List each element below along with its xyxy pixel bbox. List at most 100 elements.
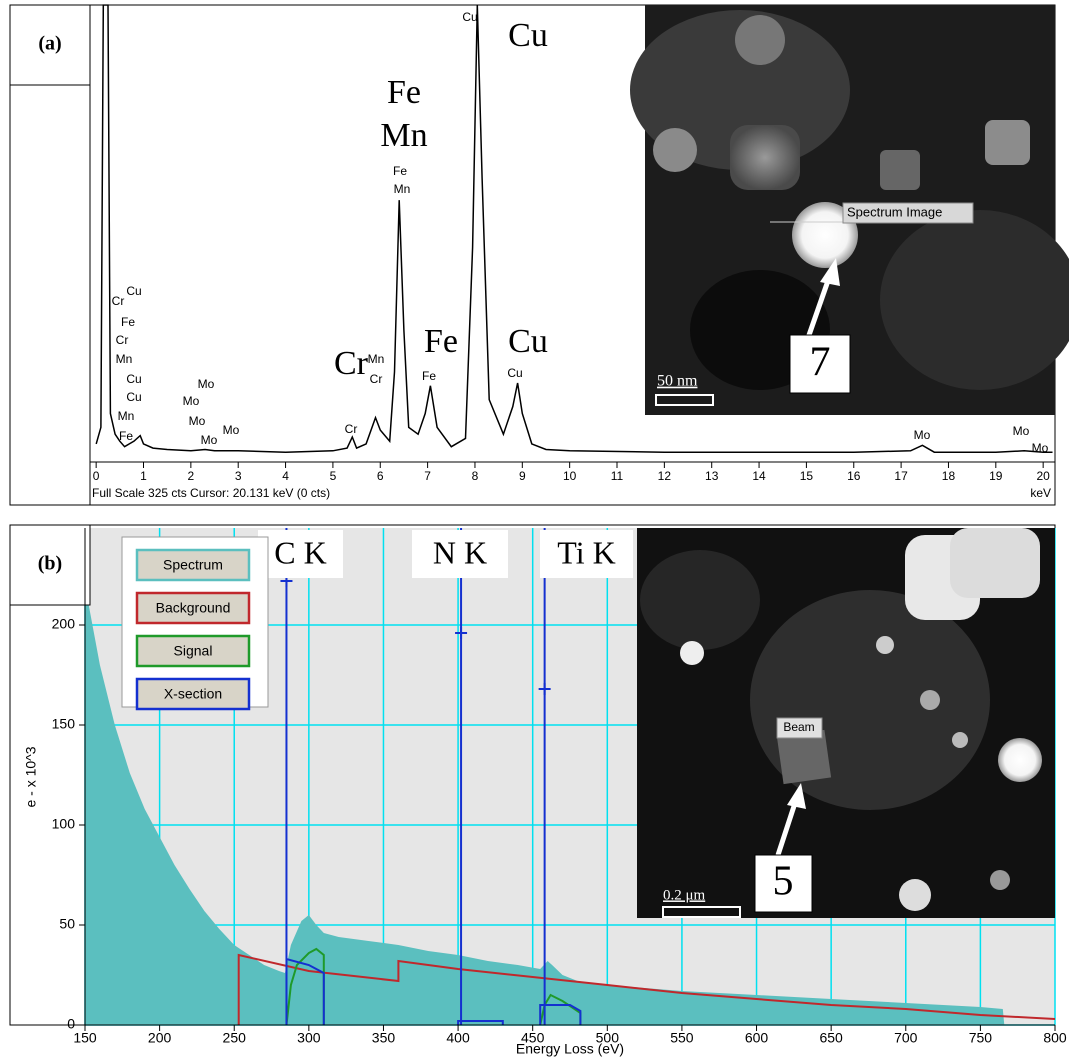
peak-label: Mn bbox=[394, 182, 411, 196]
page: {"chart_data": [ {"type": "line", "panel… bbox=[0, 0, 1069, 1059]
peak-label: Cr bbox=[370, 372, 383, 386]
legend-label: Background bbox=[156, 600, 231, 616]
particle bbox=[735, 15, 785, 65]
y-axis-title: e - x 10^3 bbox=[23, 746, 39, 807]
particle bbox=[990, 870, 1010, 890]
particle-number: 7 bbox=[810, 340, 831, 386]
y-tick-label: 50 bbox=[59, 916, 75, 932]
texture bbox=[640, 550, 760, 650]
x-tick-label: 12 bbox=[658, 469, 672, 483]
footer: Full Scale 325 cts Cursor: 20.131 keV (0… bbox=[92, 486, 330, 500]
particle bbox=[653, 128, 697, 172]
peak-label: Cr bbox=[345, 422, 358, 436]
particle bbox=[876, 636, 894, 654]
x-tick-label: 400 bbox=[446, 1030, 470, 1046]
edge-label: Ti K bbox=[557, 534, 615, 570]
peak-label: Cu bbox=[462, 10, 477, 24]
figure: (a) Full Scale 325 cts Cursor: 20.131 ke… bbox=[0, 0, 1069, 1059]
inset-caption: Spectrum Image bbox=[847, 204, 942, 219]
x-tick-label: 750 bbox=[969, 1030, 993, 1046]
inset-caption: Beam bbox=[783, 720, 814, 734]
peak-label: Fe bbox=[119, 429, 133, 443]
peak-label: Mo bbox=[183, 394, 200, 408]
peak-label: Cr bbox=[112, 294, 125, 308]
legend-label: Signal bbox=[174, 643, 213, 659]
x-tick-label: 17 bbox=[894, 469, 908, 483]
x-tick-label: 500 bbox=[596, 1030, 620, 1046]
x-tick-label: 14 bbox=[752, 469, 766, 483]
particle bbox=[880, 150, 920, 190]
y-tick-label: 150 bbox=[52, 716, 76, 732]
x-tick-label: 15 bbox=[800, 469, 814, 483]
peak-label: Mo bbox=[198, 377, 215, 391]
x-tick-label: 0 bbox=[93, 469, 100, 483]
peak-label: Mn bbox=[116, 352, 133, 366]
inset-a: Spectrum Image 7 50 nm bbox=[630, 5, 1069, 415]
y-tick-label: 200 bbox=[52, 616, 76, 632]
peak-label: Mn bbox=[368, 352, 385, 366]
peak-label: Cu bbox=[126, 390, 141, 404]
x-tick-label: 10 bbox=[563, 469, 577, 483]
element-label: Fe bbox=[387, 74, 421, 111]
scale-bar-label: 0.2 μm bbox=[663, 887, 706, 903]
particle bbox=[952, 732, 968, 748]
peak-label: Mo bbox=[1013, 424, 1030, 438]
x-tick-label: 13 bbox=[705, 469, 719, 483]
x-tick-label: 2 bbox=[188, 469, 195, 483]
x-tick-label: 7 bbox=[424, 469, 431, 483]
peak-label: Mn bbox=[118, 409, 135, 423]
peak-label: Fe bbox=[422, 369, 436, 383]
particle bbox=[985, 120, 1030, 165]
x-tick-label: 3 bbox=[235, 469, 242, 483]
element-label: Cu bbox=[508, 17, 548, 54]
x-tick-label: 450 bbox=[521, 1030, 545, 1046]
peak-label: Cu bbox=[126, 284, 141, 298]
particle bbox=[680, 641, 704, 665]
x-tick-label: 9 bbox=[519, 469, 526, 483]
x-tick-label: 800 bbox=[1043, 1030, 1067, 1046]
x-tick-label: 150 bbox=[73, 1030, 97, 1046]
x-tick-label: 700 bbox=[894, 1030, 918, 1046]
x-tick-label: 6 bbox=[377, 469, 384, 483]
y-tick-label: 100 bbox=[52, 816, 76, 832]
x-tick-label: 11 bbox=[611, 469, 624, 483]
x-tick-label: 650 bbox=[819, 1030, 843, 1046]
edge-label: N K bbox=[433, 534, 487, 570]
x-tick-label: 600 bbox=[745, 1030, 769, 1046]
peak-label: Mo bbox=[1032, 441, 1049, 455]
particle-number: 5 bbox=[773, 859, 794, 905]
x-tick-label: 4 bbox=[282, 469, 289, 483]
x-tick-label: 200 bbox=[148, 1030, 172, 1046]
element-label: Cu bbox=[508, 323, 548, 360]
element-label: Mn bbox=[380, 117, 427, 154]
x-tick-label: 18 bbox=[942, 469, 956, 483]
peak-label: Mo bbox=[223, 423, 240, 437]
particle bbox=[998, 738, 1042, 782]
particle bbox=[920, 690, 940, 710]
panel-label: (b) bbox=[38, 553, 62, 575]
scale-bar-label: 50 nm bbox=[657, 373, 698, 390]
x-unit-label: keV bbox=[1030, 486, 1051, 500]
legend-label: Spectrum bbox=[163, 557, 223, 573]
peak-label: Cr bbox=[116, 333, 129, 347]
peak-label: Mo bbox=[201, 433, 218, 447]
x-tick-label: 1 bbox=[140, 469, 147, 483]
particle bbox=[730, 125, 800, 190]
x-tick-label: 19 bbox=[989, 469, 1003, 483]
peak-label: Mo bbox=[189, 414, 206, 428]
peak-label: Fe bbox=[393, 164, 407, 178]
x-tick-label: 5 bbox=[330, 469, 337, 483]
edge-label: C K bbox=[274, 534, 326, 570]
peak-label: Cu bbox=[507, 366, 522, 380]
inset-b: Beam 5 0.2 μm bbox=[637, 528, 1055, 918]
particle bbox=[950, 528, 1040, 598]
x-tick-label: 350 bbox=[372, 1030, 396, 1046]
particle bbox=[899, 879, 931, 911]
peak-label: Mo bbox=[914, 428, 931, 442]
element-label: Fe bbox=[424, 323, 458, 360]
peak-label: Cu bbox=[126, 372, 141, 386]
x-tick-label: 16 bbox=[847, 469, 861, 483]
x-tick-label: 550 bbox=[670, 1030, 694, 1046]
panel-label: (a) bbox=[38, 33, 61, 55]
x-tick-label: 250 bbox=[223, 1030, 247, 1046]
